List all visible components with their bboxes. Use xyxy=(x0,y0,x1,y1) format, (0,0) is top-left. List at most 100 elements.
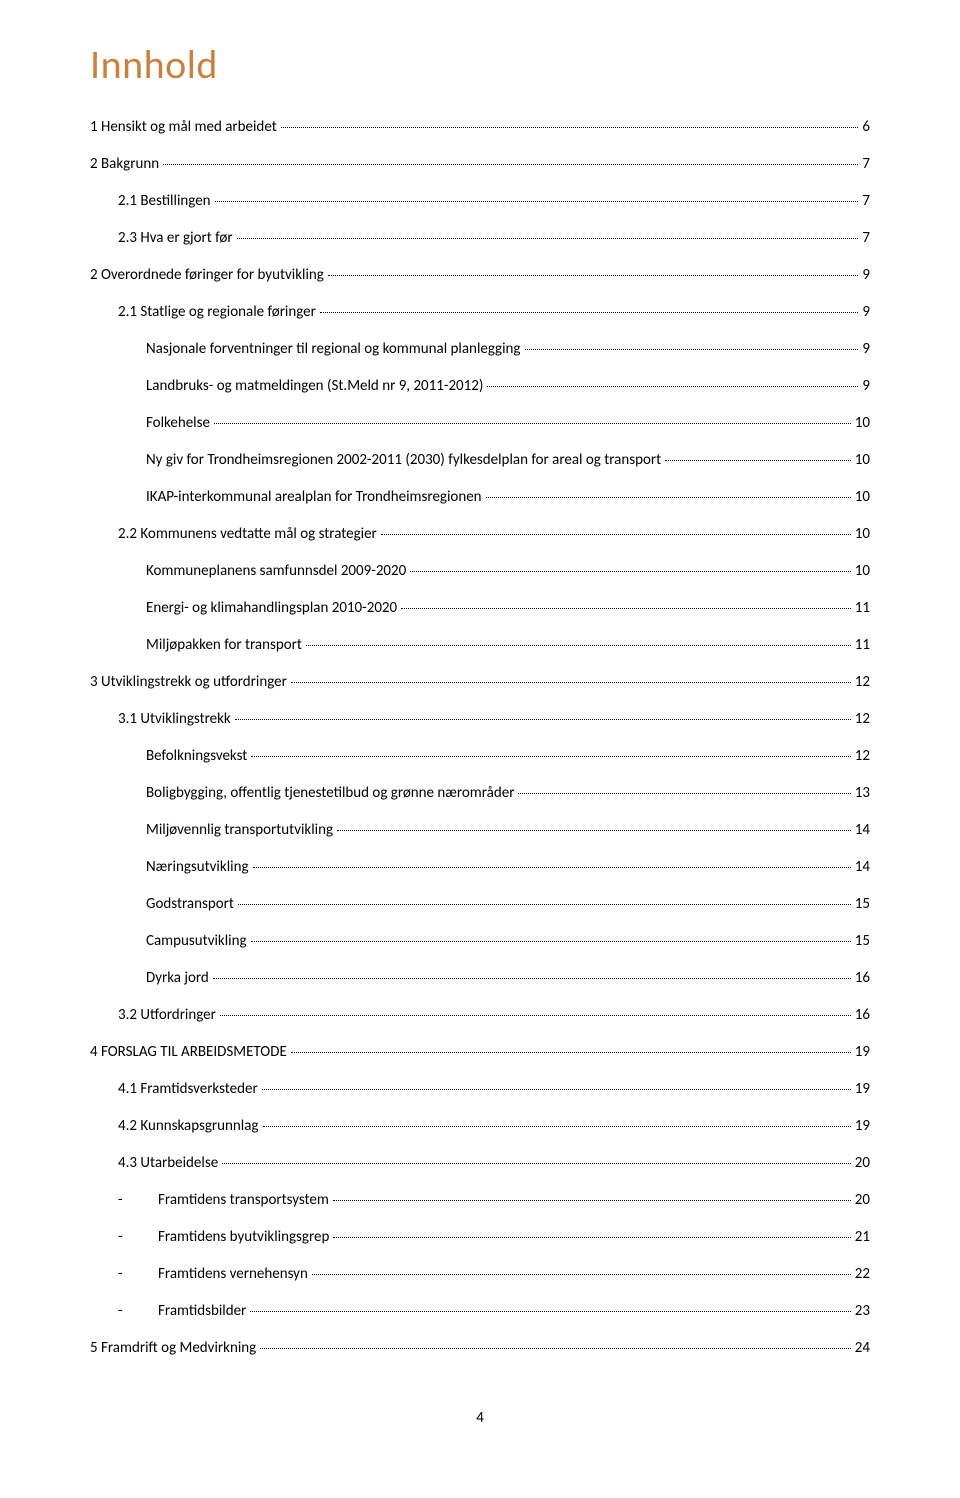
toc-entry[interactable]: Folkehelse 10 xyxy=(90,413,870,434)
toc-entry[interactable]: 3 Utviklingstrekk og utfordringer12 xyxy=(90,672,870,693)
toc-entry-label: Folkehelse xyxy=(146,413,210,434)
toc-entry-label: Næringsutvikling xyxy=(146,857,249,878)
toc-leader xyxy=(486,497,851,498)
toc-entry-page: 16 xyxy=(855,1005,870,1026)
toc-entry-page: 20 xyxy=(855,1190,870,1211)
toc-leader xyxy=(215,201,859,202)
toc-leader xyxy=(260,1348,851,1349)
table-of-contents: 1 Hensikt og mål med arbeidet6 2 Bakgrunn… xyxy=(90,117,870,1359)
toc-leader xyxy=(251,756,850,757)
toc-entry-page: 9 xyxy=(862,302,870,323)
toc-entry[interactable]: Campusutvikling 15 xyxy=(90,931,870,952)
toc-entry[interactable]: -Framtidens transportsystem 20 xyxy=(90,1190,870,1211)
toc-leader xyxy=(381,534,851,535)
toc-entry-page: 12 xyxy=(855,746,870,767)
toc-entry[interactable]: 3.1 Utviklingstrekk12 xyxy=(90,709,870,730)
toc-entry[interactable]: 2.2 Kommunens vedtatte mål og strategier… xyxy=(90,524,870,545)
dash-icon: - xyxy=(118,1301,158,1322)
toc-entry-label: 2 Overordnede føringer for byutvikling xyxy=(90,265,324,286)
toc-leader xyxy=(262,1089,851,1090)
toc-entry[interactable]: 2 Overordnede føringer for byutvikling9 xyxy=(90,265,870,286)
toc-entry-page: 10 xyxy=(855,413,870,434)
toc-entry-label: 2.2 Kommunens vedtatte mål og strategier xyxy=(118,524,377,545)
toc-entry[interactable]: Boligbygging, offentlig tjenestetilbud o… xyxy=(90,783,870,804)
toc-entry-page: 19 xyxy=(855,1042,870,1063)
toc-entry[interactable]: Miljøvennlig transportutvikling 14 xyxy=(90,820,870,841)
toc-entry-page: 10 xyxy=(855,450,870,471)
toc-entry[interactable]: 1 Hensikt og mål med arbeidet6 xyxy=(90,117,870,138)
toc-leader xyxy=(213,978,851,979)
toc-entry-label: 2 Bakgrunn xyxy=(90,154,159,175)
toc-entry[interactable]: IKAP-interkommunal arealplan for Trondhe… xyxy=(90,487,870,508)
toc-entry-page: 13 xyxy=(855,783,870,804)
toc-entry-page: 7 xyxy=(862,154,870,175)
toc-entry-page: 14 xyxy=(855,820,870,841)
toc-entry-label: Campusutvikling xyxy=(146,931,247,952)
toc-entry-label: 4.1 Framtidsverksteder xyxy=(118,1079,258,1100)
toc-entry[interactable]: Ny giv for Trondheimsregionen 2002-2011 … xyxy=(90,450,870,471)
toc-entry-label: -Framtidens byutviklingsgrep xyxy=(118,1227,329,1248)
toc-leader xyxy=(253,867,851,868)
toc-entry[interactable]: Energi- og klimahandlingsplan 2010-20201… xyxy=(90,598,870,619)
toc-entry-label: Boligbygging, offentlig tjenestetilbud o… xyxy=(146,783,514,804)
toc-leader xyxy=(401,608,851,609)
toc-entry-label: 4.2 Kunnskapsgrunnlag xyxy=(118,1116,259,1137)
toc-entry-label: 1 Hensikt og mål med arbeidet xyxy=(90,117,277,138)
toc-title: Innhold xyxy=(90,40,870,89)
toc-entry[interactable]: Dyrka jord16 xyxy=(90,968,870,989)
toc-entry-label: 3 Utviklingstrekk og utfordringer xyxy=(90,672,287,693)
toc-entry-label: IKAP-interkommunal arealplan for Trondhe… xyxy=(146,487,482,508)
toc-entry[interactable]: Godstransport15 xyxy=(90,894,870,915)
toc-entry-page: 10 xyxy=(855,524,870,545)
toc-entry[interactable]: -Framtidens vernehensyn22 xyxy=(90,1264,870,1285)
toc-entry[interactable]: Landbruks- og matmeldingen (St.Meld nr 9… xyxy=(90,376,870,397)
toc-leader xyxy=(665,460,851,461)
toc-entry[interactable]: 4.3 Utarbeidelse 20 xyxy=(90,1153,870,1174)
toc-entry[interactable]: 5 Framdrift og Medvirkning24 xyxy=(90,1338,870,1359)
toc-entry-label: -Framtidens transportsystem xyxy=(118,1190,329,1211)
toc-leader xyxy=(328,275,859,276)
toc-entry[interactable]: Kommuneplanens samfunnsdel 2009-202010 xyxy=(90,561,870,582)
toc-leader xyxy=(235,719,851,720)
toc-entry-page: 22 xyxy=(855,1264,870,1285)
toc-leader xyxy=(333,1200,851,1201)
toc-entry-label: -Framtidsbilder xyxy=(118,1301,246,1322)
toc-entry-page: 24 xyxy=(855,1338,870,1359)
toc-entry[interactable]: -Framtidens byutviklingsgrep21 xyxy=(90,1227,870,1248)
toc-leader xyxy=(281,127,859,128)
toc-leader xyxy=(263,1126,851,1127)
toc-entry-page: 7 xyxy=(862,228,870,249)
toc-entry[interactable]: 2 Bakgrunn 7 xyxy=(90,154,870,175)
toc-leader xyxy=(238,904,851,905)
toc-entry-page: 12 xyxy=(855,709,870,730)
toc-leader xyxy=(163,164,858,165)
toc-entry-label: Godstransport xyxy=(146,894,234,915)
toc-entry[interactable]: -Framtidsbilder23 xyxy=(90,1301,870,1322)
toc-entry-page: 20 xyxy=(855,1153,870,1174)
toc-entry[interactable]: Befolkningsvekst12 xyxy=(90,746,870,767)
toc-entry[interactable]: 2.3 Hva er gjort før7 xyxy=(90,228,870,249)
toc-entry[interactable]: 4 FORSLAG TIL ARBEIDSMETODE 19 xyxy=(90,1042,870,1063)
toc-entry[interactable]: Miljøpakken for transport11 xyxy=(90,635,870,656)
toc-entry-page: 16 xyxy=(855,968,870,989)
toc-entry[interactable]: Nasjonale forventninger til regional og … xyxy=(90,339,870,360)
toc-leader xyxy=(306,645,851,646)
toc-entry[interactable]: 2.1 Statlige og regionale føringer 9 xyxy=(90,302,870,323)
toc-entry-page: 10 xyxy=(855,487,870,508)
toc-leader xyxy=(291,1052,851,1053)
toc-entry-label: Miljøvennlig transportutvikling xyxy=(146,820,333,841)
toc-leader xyxy=(312,1274,851,1275)
dash-icon: - xyxy=(118,1190,158,1211)
toc-entry-label: 4 FORSLAG TIL ARBEIDSMETODE xyxy=(90,1042,287,1063)
toc-entry-page: 19 xyxy=(855,1079,870,1100)
toc-entry[interactable]: 3.2 Utfordringer16 xyxy=(90,1005,870,1026)
toc-leader xyxy=(220,1015,851,1016)
toc-entry-label: 4.3 Utarbeidelse xyxy=(118,1153,218,1174)
toc-entry[interactable]: 4.2 Kunnskapsgrunnlag19 xyxy=(90,1116,870,1137)
toc-entry[interactable]: 4.1 Framtidsverksteder 19 xyxy=(90,1079,870,1100)
toc-entry-page: 9 xyxy=(862,339,870,360)
toc-entry-label: 2.1 Statlige og regionale føringer xyxy=(118,302,316,323)
toc-entry-page: 15 xyxy=(855,931,870,952)
toc-entry[interactable]: Næringsutvikling14 xyxy=(90,857,870,878)
toc-entry[interactable]: 2.1 Bestillingen7 xyxy=(90,191,870,212)
